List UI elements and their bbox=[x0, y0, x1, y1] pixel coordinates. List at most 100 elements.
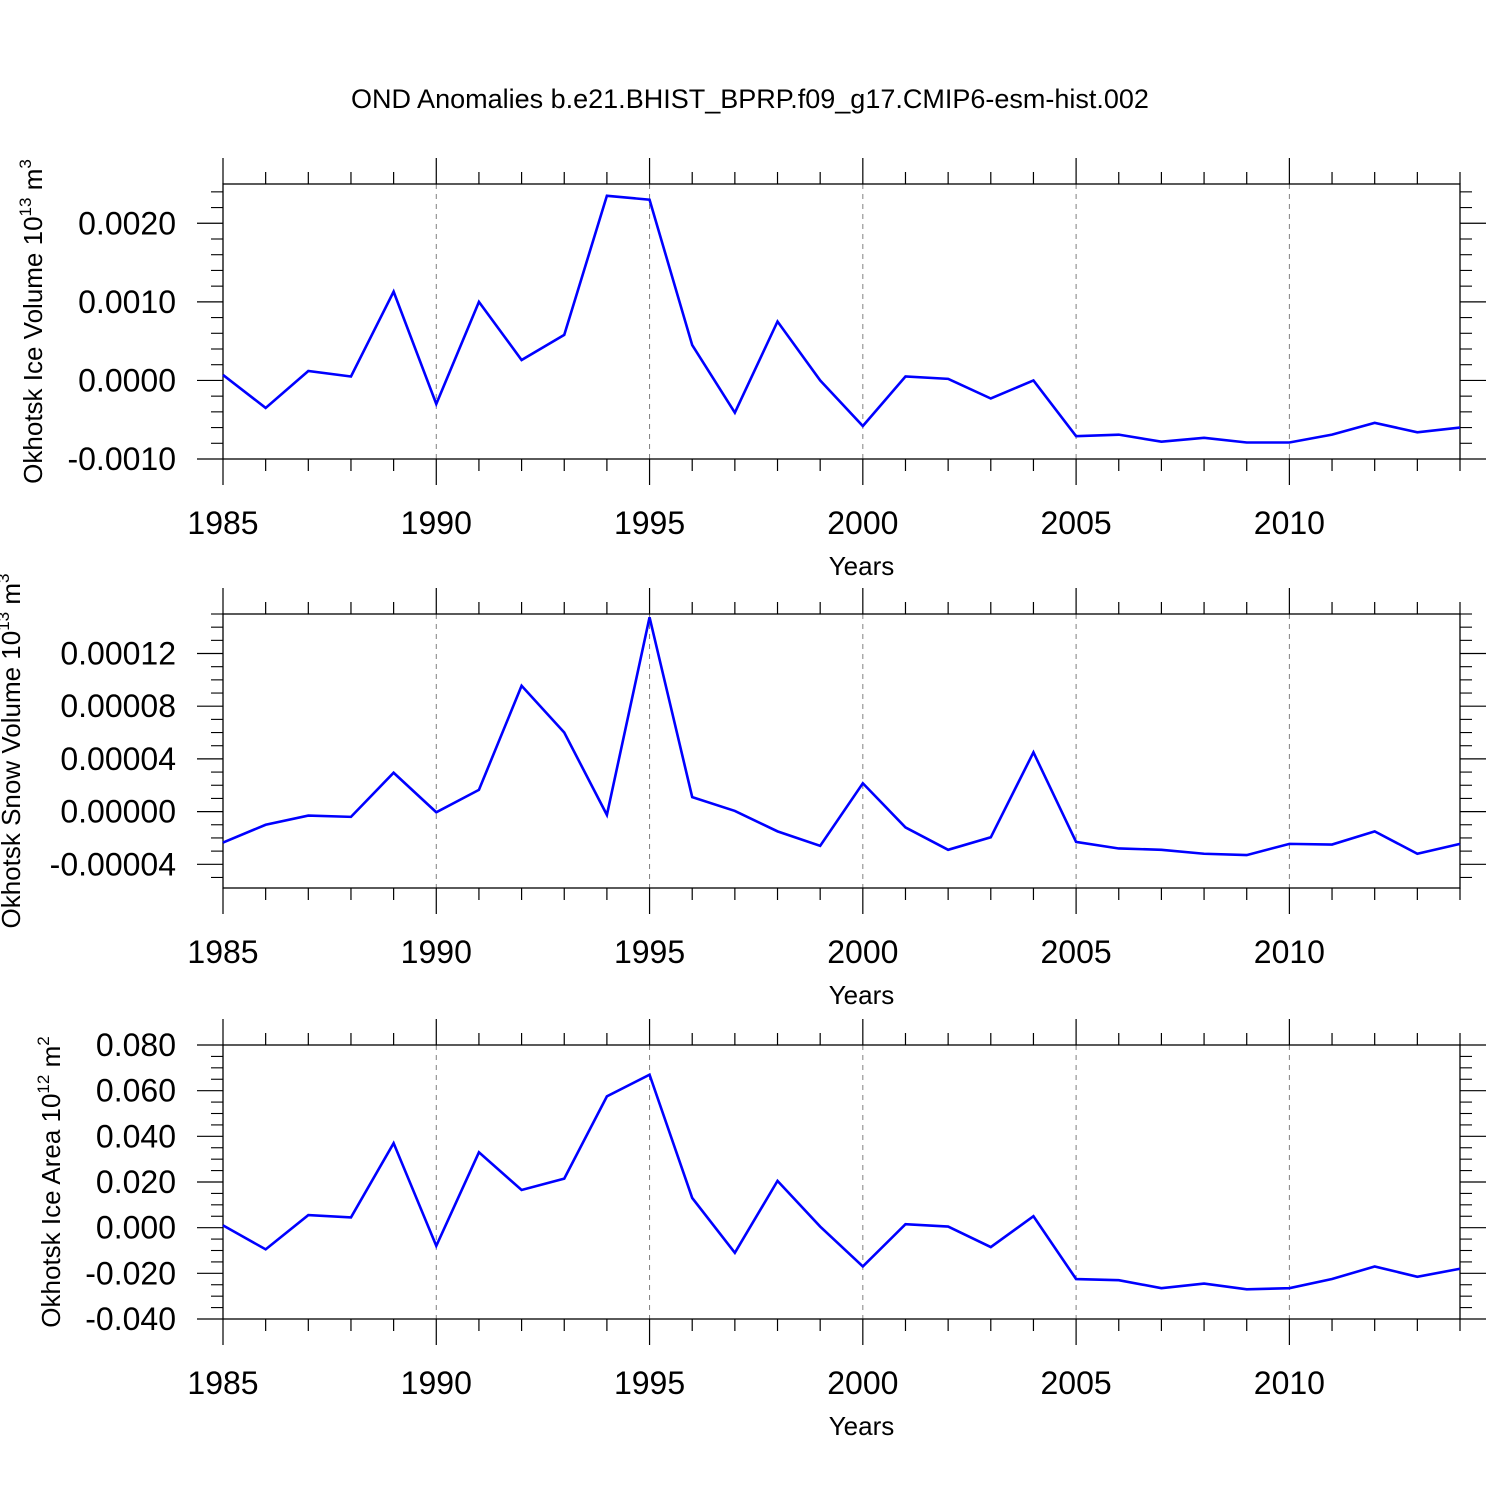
data-point bbox=[1373, 1264, 1377, 1268]
data-point bbox=[1202, 436, 1206, 440]
data-point bbox=[1245, 441, 1249, 445]
y-axis-label-superscript: 2 bbox=[34, 1036, 53, 1045]
data-point bbox=[690, 1196, 694, 1200]
data-point bbox=[349, 375, 353, 379]
data-point bbox=[989, 835, 993, 839]
series-line bbox=[222, 194, 1461, 444]
y-axis-label: Okhotsk Ice Volume 1013 m3 bbox=[16, 159, 48, 484]
data-point bbox=[221, 1223, 225, 1227]
data-point bbox=[1458, 1267, 1462, 1271]
y-tick-label: 0.080 bbox=[96, 1027, 176, 1063]
data-point bbox=[861, 424, 865, 428]
x-tick-label: 1995 bbox=[614, 505, 685, 541]
data-point bbox=[776, 320, 780, 324]
data-point bbox=[733, 809, 737, 813]
x-tick-label: 2005 bbox=[1041, 505, 1112, 541]
y-axis-label: Okhotsk Ice Area 1012 m2 bbox=[34, 1036, 66, 1327]
y-axis-label-text: Okhotsk Snow Volume 10 bbox=[0, 631, 26, 929]
figure-title: OND Anomalies b.e21.BHIST_BPRP.f09_g17.C… bbox=[351, 84, 1149, 114]
data-point bbox=[690, 343, 694, 347]
data-point bbox=[1074, 434, 1078, 438]
data-point bbox=[520, 358, 524, 362]
data-point bbox=[1287, 1286, 1291, 1290]
data-point bbox=[1245, 1287, 1249, 1291]
data-point bbox=[1202, 1282, 1206, 1286]
data-point bbox=[477, 1150, 481, 1154]
y-axis-label-superscript: 13 bbox=[16, 198, 35, 217]
x-tick-label: 1990 bbox=[401, 505, 472, 541]
x-tick-label: 1990 bbox=[401, 934, 472, 970]
y-axis-label-text: Okhotsk Ice Volume 10 bbox=[18, 216, 48, 483]
y-axis-label-superscript: 3 bbox=[16, 159, 35, 168]
x-tick-label: 1985 bbox=[187, 505, 258, 541]
x-tick-label: 2010 bbox=[1254, 505, 1325, 541]
x-tick-label: 2010 bbox=[1254, 1365, 1325, 1401]
data-point bbox=[1415, 852, 1419, 856]
data-point bbox=[1330, 843, 1334, 847]
data-point bbox=[1159, 848, 1163, 852]
y-axis-label-superscript: 3 bbox=[0, 574, 13, 583]
y-axis-label-text: Okhotsk Ice Area 10 bbox=[36, 1094, 66, 1328]
x-axis-label: Years bbox=[829, 551, 895, 581]
y-tick-label: 0.00004 bbox=[60, 741, 176, 777]
data-point bbox=[903, 1222, 907, 1226]
data-point bbox=[1415, 1275, 1419, 1279]
x-tick-label: 1985 bbox=[187, 934, 258, 970]
data-point bbox=[818, 844, 822, 848]
x-tick-label: 2005 bbox=[1041, 1365, 1112, 1401]
data-point bbox=[562, 333, 566, 337]
data-point bbox=[264, 823, 268, 827]
data-point bbox=[1287, 441, 1291, 445]
data-point bbox=[861, 781, 865, 785]
x-axis-label: Years bbox=[829, 980, 895, 1010]
data-point bbox=[1031, 378, 1035, 382]
data-point bbox=[989, 1245, 993, 1249]
y-tick-label: 0.060 bbox=[96, 1073, 176, 1109]
y-tick-label: 0.00008 bbox=[60, 688, 176, 724]
data-point bbox=[946, 377, 950, 381]
data-point bbox=[1330, 1277, 1334, 1281]
data-point bbox=[1074, 840, 1078, 844]
data-point bbox=[648, 1073, 652, 1077]
data-point bbox=[392, 290, 396, 294]
data-point bbox=[434, 1244, 438, 1248]
data-point bbox=[861, 1264, 865, 1268]
data-point bbox=[733, 1251, 737, 1255]
x-tick-label: 2000 bbox=[827, 1365, 898, 1401]
data-point bbox=[989, 397, 993, 401]
data-point bbox=[776, 829, 780, 833]
data-point bbox=[349, 815, 353, 819]
data-point bbox=[1330, 433, 1334, 437]
data-point bbox=[392, 771, 396, 775]
data-point bbox=[562, 1177, 566, 1181]
plot-frame bbox=[222, 613, 1461, 889]
panel-2: 1985 1990 1995 2000 2005 2010 Years -0.00004 0.0… bbox=[0, 574, 1486, 1010]
data-point bbox=[520, 1188, 524, 1192]
data-point bbox=[392, 1141, 396, 1145]
data-point bbox=[1458, 842, 1462, 846]
data-point bbox=[605, 194, 609, 198]
x-tick-label: 2005 bbox=[1041, 934, 1112, 970]
y-tick-label: -0.040 bbox=[85, 1301, 176, 1337]
data-point bbox=[306, 1213, 310, 1217]
y-tick-label: 0.020 bbox=[96, 1164, 176, 1200]
data-point bbox=[733, 411, 737, 415]
data-point bbox=[1245, 853, 1249, 857]
data-point bbox=[776, 1179, 780, 1183]
data-point bbox=[605, 813, 609, 817]
y-tick-label: -0.020 bbox=[85, 1255, 176, 1291]
data-point bbox=[1458, 426, 1462, 430]
x-tick-label: 1985 bbox=[187, 1365, 258, 1401]
y-tick-label: 0.00000 bbox=[60, 794, 176, 830]
data-point bbox=[306, 814, 310, 818]
y-tick-label: 0.0010 bbox=[78, 284, 176, 320]
data-point bbox=[1117, 433, 1121, 437]
y-tick-label: -0.00004 bbox=[50, 846, 176, 882]
data-point bbox=[690, 795, 694, 799]
y-axis-label-text: m bbox=[18, 169, 48, 198]
x-tick-label: 2000 bbox=[827, 505, 898, 541]
data-point bbox=[1117, 1278, 1121, 1282]
y-tick-label: 0.0000 bbox=[78, 362, 176, 398]
y-tick-label: 0.000 bbox=[96, 1210, 176, 1246]
data-point bbox=[562, 731, 566, 735]
